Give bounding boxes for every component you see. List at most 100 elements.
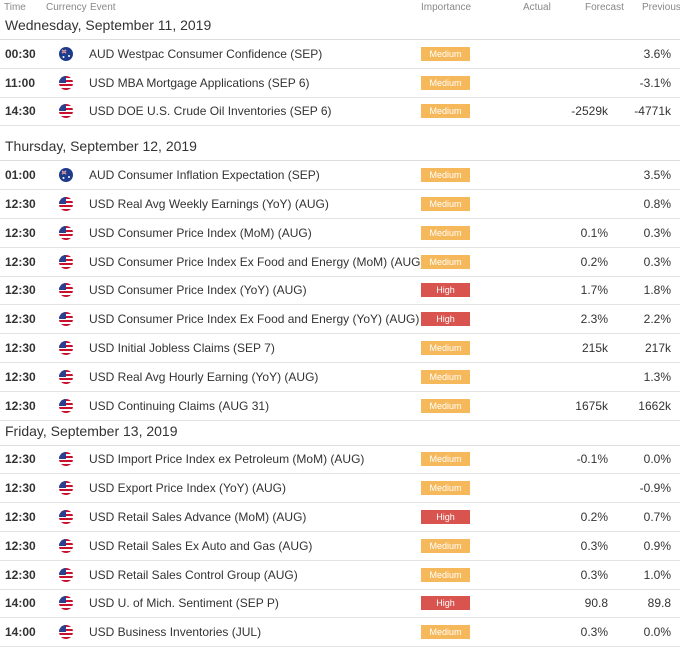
event-row: 01:00 AUD Consumer Inflation Expectation …	[0, 161, 680, 191]
currency-flag	[59, 341, 73, 356]
importance-badge: Medium	[421, 341, 470, 356]
event-row: 00:30 AUD Westpac Consumer Confidence (SE…	[0, 40, 680, 69]
importance-badge: Medium	[421, 75, 470, 90]
event-name: AUD Consumer Inflation Expectation (SEP)	[89, 168, 320, 183]
previous: 0.3%	[643, 254, 671, 269]
importance-badge: High	[421, 510, 470, 525]
event-row: 12:30 USD Consumer Price Index Ex Food an…	[0, 248, 680, 277]
importance-badge: High	[421, 596, 470, 611]
day-title-text: Wednesday, September 11, 2019	[5, 17, 212, 33]
column-label: Actual	[523, 2, 551, 13]
previous: 217k	[644, 341, 671, 356]
currency-flag	[59, 197, 73, 212]
event-row: 11:00 USD MBA Mortgage Applications (SEP …	[0, 69, 680, 98]
time: 12:30	[5, 452, 36, 467]
currency-flag	[59, 510, 73, 525]
time: 12:30	[5, 254, 36, 269]
time: 12:30	[5, 510, 36, 525]
day-title: Thursday, September 12, 2019	[0, 126, 680, 162]
importance-badge: Medium	[421, 538, 470, 553]
previous: 0.9%	[643, 538, 671, 553]
day-title: Friday, September 13, 2019	[0, 421, 680, 446]
forecast: 0.3%	[580, 567, 608, 582]
time: 12:30	[5, 225, 36, 240]
time: 14:30	[5, 104, 36, 119]
column-header: Time Currency Event Importance Actual Fo…	[0, 0, 680, 14]
event-name: USD Consumer Price Index (MoM) (AUG)	[89, 225, 312, 240]
importance-badge: Medium	[421, 225, 470, 240]
event-row: 14:00 USD Business Inventories (JUL) Mediu…	[0, 618, 680, 648]
previous: 1.0%	[643, 567, 671, 582]
event-name: USD Initial Jobless Claims (SEP 7)	[89, 341, 275, 356]
currency-flag	[59, 104, 73, 119]
importance-badge: Medium	[421, 452, 470, 467]
column-label: Time	[4, 2, 26, 13]
forecast: 215k	[581, 341, 608, 356]
currency-flag	[59, 312, 73, 327]
importance-badge: Medium	[421, 481, 470, 496]
currency-flag	[59, 46, 73, 61]
time: 12:30	[5, 197, 36, 212]
time: 12:30	[5, 567, 36, 582]
time: 12:30	[5, 283, 36, 298]
currency-flag	[59, 254, 73, 269]
importance-badge: Medium	[421, 46, 470, 61]
event-row: 12:30 USD Real Avg Weekly Earnings (YoY) …	[0, 190, 680, 219]
forecast: 0.3%	[580, 538, 608, 553]
event-row: 12:30 USD Retail Sales Control Group (AUG…	[0, 561, 680, 590]
previous: 0.0%	[643, 625, 671, 640]
forecast: 90.8	[584, 596, 608, 611]
importance-badge: Medium	[421, 625, 470, 640]
time: 00:30	[5, 46, 36, 61]
forecast: -0.1%	[576, 452, 608, 467]
event-name: USD Consumer Price Index Ex Food and Ene…	[89, 254, 425, 269]
forecast: 1675k	[575, 398, 608, 413]
currency-flag	[59, 283, 73, 298]
previous: 0.3%	[643, 225, 671, 240]
event-row: 12:30 USD Consumer Price Index (MoM) (AUG…	[0, 219, 680, 248]
time: 14:00	[5, 596, 36, 611]
previous: 89.8	[647, 596, 671, 611]
column-label: Importance	[421, 2, 472, 13]
currency-flag	[59, 75, 73, 90]
day-title-text: Friday, September 13, 2019	[5, 422, 178, 439]
currency-flag	[59, 225, 73, 240]
event-row: 12:30 USD Continuing Claims (AUG 31) Mediu…	[0, 392, 680, 421]
calendar-body: Wednesday, September 11, 2019 00:30 AUD We…	[0, 14, 680, 648]
importance-badge: High	[421, 312, 470, 327]
event-name: AUD Westpac Consumer Confidence (SEP)	[89, 46, 323, 61]
time: 12:30	[5, 341, 36, 356]
time: 12:30	[5, 398, 36, 413]
column-label: Currency	[46, 2, 87, 13]
previous: -3.1%	[639, 75, 671, 90]
event-name: USD Retail Sales Advance (MoM) (AUG)	[89, 510, 307, 525]
forecast: -2529k	[571, 104, 608, 119]
previous: -0.9%	[639, 481, 671, 496]
time: 12:30	[5, 481, 36, 496]
forecast: 2.3%	[580, 312, 608, 327]
event-name: USD U. of Mich. Sentiment (SEP P)	[89, 596, 279, 611]
event-row: 12:30 USD Initial Jobless Claims (SEP 7) M…	[0, 334, 680, 363]
importance-badge: Medium	[421, 168, 470, 183]
event-name: USD DOE U.S. Crude Oil Inventories (SEP …	[89, 104, 332, 119]
event-row: 14:30 USD DOE U.S. Crude Oil Inventories …	[0, 98, 680, 127]
previous: 1.3%	[643, 369, 671, 384]
currency-flag	[59, 625, 73, 640]
event-name: USD Continuing Claims (AUG 31)	[89, 398, 270, 413]
time: 01:00	[5, 168, 36, 183]
currency-flag	[59, 398, 73, 413]
forecast: 0.1%	[580, 225, 608, 240]
event-name: USD Consumer Price Index (YoY) (AUG)	[89, 283, 307, 298]
time: 12:30	[5, 312, 36, 327]
event-name: USD Business Inventories (JUL)	[89, 625, 262, 640]
currency-flag	[59, 567, 73, 582]
previous: 3.6%	[643, 46, 671, 61]
time: 12:30	[5, 538, 36, 553]
importance-badge: Medium	[421, 398, 470, 413]
importance-badge: High	[421, 283, 470, 298]
event-row: 12:30 USD Retail Sales Ex Auto and Gas (A…	[0, 532, 680, 561]
previous: 0.7%	[643, 510, 671, 525]
previous: 0.0%	[643, 452, 671, 467]
event-row: 12:30 USD Real Avg Hourly Earning (YoY) (…	[0, 363, 680, 392]
